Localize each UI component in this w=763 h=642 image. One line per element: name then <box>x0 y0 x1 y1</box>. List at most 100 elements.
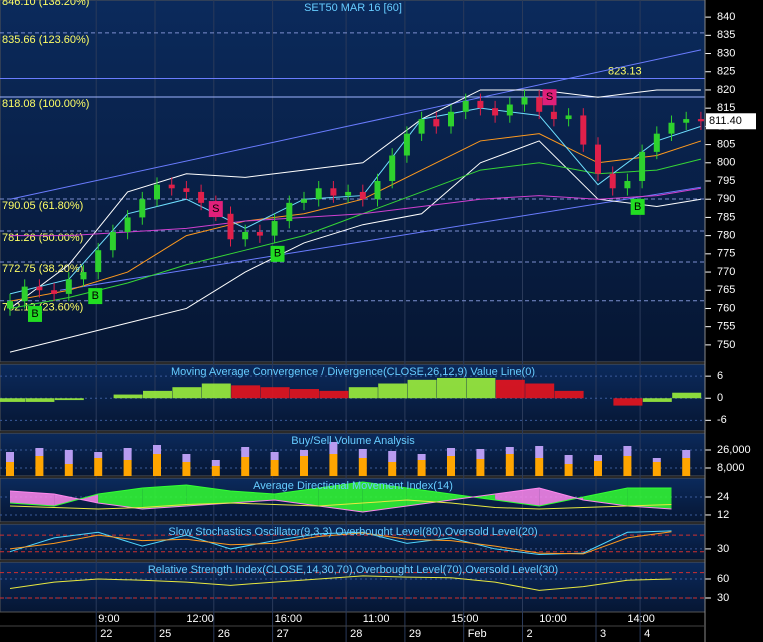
y-tick-label: 760 <box>717 302 735 314</box>
volume-bar <box>300 450 308 456</box>
volume-bar <box>682 458 691 476</box>
y-tick-label: 755 <box>717 321 735 333</box>
volume-bar <box>64 464 73 476</box>
candle-body <box>286 202 293 222</box>
candle-body <box>697 119 704 122</box>
panel-title: Moving Average Convergence / Divergence(… <box>171 366 535 378</box>
time-label: 11:00 <box>363 613 390 625</box>
volume-bar <box>241 447 250 457</box>
candle-body <box>227 213 234 240</box>
macd-bar <box>113 394 143 399</box>
candle-body <box>448 111 454 127</box>
fib-level-label: 835.66 (123.60%) <box>2 34 89 46</box>
y-tick-label: 805 <box>717 138 735 150</box>
candle-body <box>550 111 557 120</box>
volume-bar <box>682 450 691 458</box>
panel-title: Relative Strength Index(CLOSE,14,30,70),… <box>148 564 558 576</box>
candle-body <box>183 188 190 192</box>
signal-marker <box>208 201 223 218</box>
y-tick-label: 8,000 <box>717 462 745 474</box>
date-label: 3 <box>600 628 606 640</box>
indicator-line <box>9 487 672 513</box>
di-fill <box>98 488 143 509</box>
y-tick-label: 750 <box>717 339 735 351</box>
fib-level-label: 772.75 (38.20%) <box>2 263 83 275</box>
macd-bar <box>466 377 496 399</box>
volume-bar <box>476 459 485 476</box>
date-label: 26 <box>218 628 230 640</box>
date-label: 4 <box>644 628 650 640</box>
candle-body <box>506 104 513 116</box>
y-tick-label: 60 <box>717 573 729 585</box>
candle-body <box>403 133 410 156</box>
candle-body <box>374 181 381 200</box>
volume-bar <box>329 442 338 454</box>
volume-bar <box>417 460 426 476</box>
volume-bar <box>153 454 161 476</box>
y-tick-label: 840 <box>717 11 735 23</box>
candle-body <box>359 191 366 200</box>
macd-bar <box>0 398 25 402</box>
candle-body <box>168 184 175 189</box>
volume-bar <box>153 445 161 454</box>
fib-level-label: 781.26 (50.00%) <box>2 232 83 244</box>
signal-label: B <box>634 201 641 213</box>
signal-marker <box>88 288 103 305</box>
volume-bar <box>388 451 397 462</box>
volume-bar <box>35 448 44 456</box>
y-tick-label: -6 <box>717 414 727 426</box>
volume-bar <box>270 452 279 460</box>
panel-title: Slow Stochastics Oscillator(9,3,3) Overb… <box>168 526 537 538</box>
volume-bar <box>182 454 191 462</box>
di-fill <box>627 488 672 509</box>
candle-body <box>668 122 675 134</box>
volume-bar <box>211 466 220 476</box>
volume-bar <box>505 447 514 454</box>
indicator-line <box>9 89 701 309</box>
panel-title: Buy/Sell Volume Analysis <box>291 435 415 447</box>
y-tick-label: 24 <box>717 491 729 503</box>
candle-body <box>536 97 543 112</box>
y-tick-label: 800 <box>717 157 735 169</box>
panel-background <box>0 0 706 363</box>
signal-marker <box>270 245 285 262</box>
macd-bar <box>642 398 672 402</box>
volume-bar <box>94 452 103 458</box>
macd-bar <box>672 392 702 399</box>
candle-body <box>624 181 631 189</box>
volume-bar <box>447 448 455 456</box>
di-fill <box>318 482 363 512</box>
y-tick-label: 6 <box>717 370 723 382</box>
candle-body <box>477 100 484 109</box>
macd-bar <box>172 387 202 399</box>
y-tick-label: 26,000 <box>717 444 751 456</box>
candle-body <box>462 100 469 112</box>
y-tick-label: 820 <box>717 84 735 96</box>
macd-bar <box>554 390 584 399</box>
volume-bar <box>564 455 573 464</box>
candle-body <box>580 115 587 145</box>
macd-bar <box>25 398 55 402</box>
candle-body <box>198 191 205 203</box>
candle-body <box>330 188 337 196</box>
candle-body <box>389 155 396 181</box>
macd-bar <box>54 398 84 401</box>
candle-body <box>315 188 322 200</box>
candle-body <box>683 119 690 123</box>
candle-body <box>565 115 572 120</box>
volume-bar <box>6 462 14 476</box>
candle-body <box>256 231 263 236</box>
trendline <box>59 186 701 291</box>
di-fill <box>362 482 407 512</box>
candle-body <box>154 184 160 200</box>
date-label: 25 <box>159 628 171 640</box>
volume-bar <box>476 449 485 459</box>
candle-body <box>139 199 146 218</box>
time-label: 9:00 <box>98 613 119 625</box>
volume-bar <box>623 456 632 476</box>
macd-bar <box>437 377 466 399</box>
volume-bar <box>35 456 44 476</box>
volume-bar <box>358 449 367 458</box>
